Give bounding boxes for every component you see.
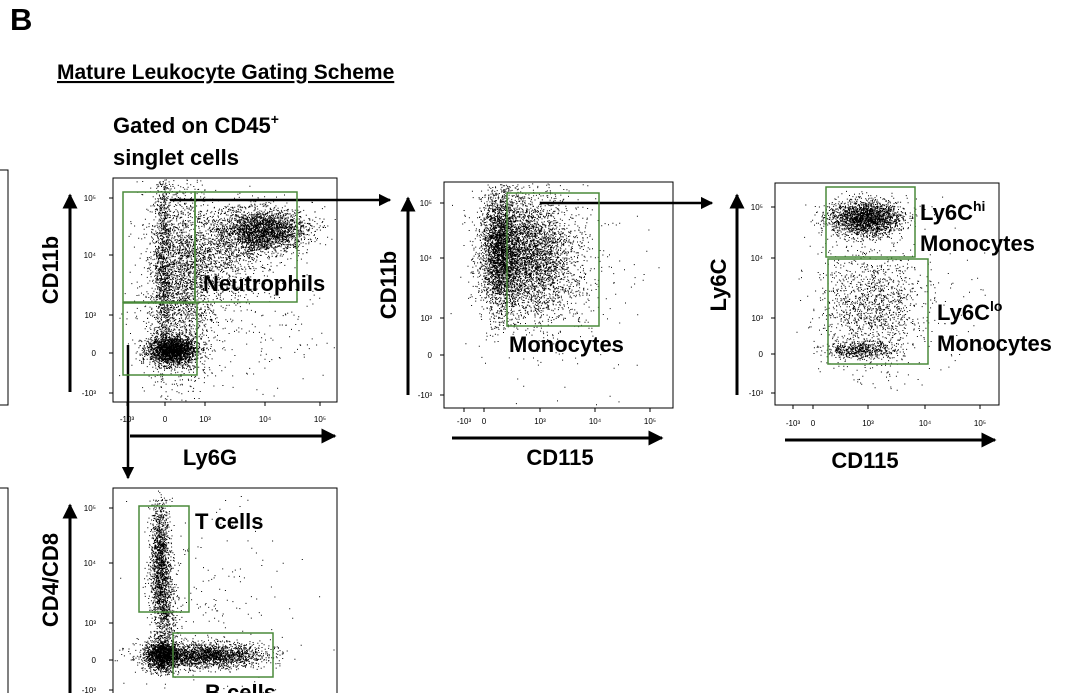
gate-label-text: T cells xyxy=(195,509,263,534)
plot-frame xyxy=(774,182,1000,406)
gate-label: Monocytes xyxy=(509,332,624,357)
x-tick-label: 10⁴ xyxy=(919,419,932,428)
x-axis-label: Ly6G xyxy=(183,445,237,470)
y-tick-label: 10⁵ xyxy=(420,199,432,208)
gate xyxy=(172,632,274,678)
y-tick-label: 10⁵ xyxy=(84,194,96,203)
gate xyxy=(506,192,600,327)
title: Mature Leukocyte Gating Scheme xyxy=(57,61,394,84)
x-tick-label: 10⁵ xyxy=(314,415,326,424)
y-tick-label: 0 xyxy=(428,351,433,360)
x-tick-label: 0 xyxy=(811,419,816,428)
gate xyxy=(138,505,190,613)
x-tick-label: -10³ xyxy=(457,417,472,426)
y-tick-label: 0 xyxy=(92,349,97,358)
plot-frame xyxy=(112,487,338,693)
y-tick-label: 10³ xyxy=(84,619,96,628)
gate-note: Gated on CD45+ xyxy=(113,111,279,138)
gate-label-line2: Monocytes xyxy=(920,231,1035,256)
gate-label: B cells xyxy=(205,680,276,693)
gate-label-line2: Monocytes xyxy=(937,331,1052,356)
y-tick-label: 0 xyxy=(759,350,764,359)
gate xyxy=(825,186,916,258)
y-tick-label: 10⁴ xyxy=(420,254,433,263)
gate-label-sup: lo xyxy=(990,298,1002,314)
x-tick-label: -10³ xyxy=(120,415,135,424)
flow-plot: 10⁵ 10⁴ 10³ 0 -10³ -10³ 0 10³ 10⁴ 10⁵ Ly6C CD115 Ly6… xyxy=(706,182,1052,473)
plot-frame xyxy=(112,177,338,403)
cropped-panel-edge xyxy=(0,169,9,693)
flow-plot: 10⁵ 10⁴ 10³ 0 -10³ -10³ 0 10³ 10⁴ 10⁵ CD11b Ly6G Neu… xyxy=(38,177,338,470)
y-tick-label: -10³ xyxy=(418,391,433,400)
gate-note-line2: singlet cells xyxy=(113,145,239,170)
gate-label: Ly6Chi xyxy=(920,198,985,225)
y-axis-label: Ly6C xyxy=(706,258,731,311)
panel-label: B xyxy=(10,2,32,37)
x-axis-label: CD115 xyxy=(526,445,593,470)
y-tick-label: -10³ xyxy=(82,389,97,398)
x-tick-label: 10⁵ xyxy=(974,419,986,428)
x-tick-label: -10³ xyxy=(786,419,801,428)
y-tick-label: 10⁵ xyxy=(84,504,96,513)
gate-label-text: Monocytes xyxy=(509,332,624,357)
x-tick-label: 10³ xyxy=(199,415,211,424)
y-axis-label: CD11b xyxy=(38,236,63,304)
y-tick-label: 10³ xyxy=(751,314,763,323)
y-tick-label: -10³ xyxy=(82,686,97,693)
gate xyxy=(122,302,198,376)
y-tick-label: 10⁴ xyxy=(751,254,764,263)
gate-label-text: Ly6C xyxy=(937,300,990,325)
y-tick-label: 10⁵ xyxy=(751,203,763,212)
flow-plot: 10⁵ 10⁴ 10³ 0 -10³ CD4/CD8 T cells B cells xyxy=(38,487,338,693)
x-tick-label: 10⁴ xyxy=(259,415,272,424)
gate-label-sup: hi xyxy=(973,198,985,214)
gate-label-text: B cells xyxy=(205,680,276,693)
y-axis-label: CD4/CD8 xyxy=(38,533,63,627)
x-tick-label: 10⁵ xyxy=(644,417,656,426)
y-tick-label: 10⁴ xyxy=(84,559,97,568)
y-tick-label: 10⁴ xyxy=(84,251,97,260)
events xyxy=(119,179,336,402)
events xyxy=(796,190,986,391)
gate-label-text: Neutrophils xyxy=(203,271,325,296)
x-tick-label: 10³ xyxy=(862,419,874,428)
gate xyxy=(827,258,929,365)
plot-frame xyxy=(443,181,674,409)
y-axis-label: CD11b xyxy=(376,251,401,319)
x-axis-label: CD115 xyxy=(831,448,898,473)
gate-label: T cells xyxy=(195,509,263,534)
gate-note-sup: + xyxy=(271,111,279,127)
gate-label-text: Ly6C xyxy=(920,200,973,225)
x-tick-label: 10⁴ xyxy=(589,417,602,426)
y-tick-label: 10³ xyxy=(84,311,96,320)
gate xyxy=(194,191,298,303)
x-tick-label: 0 xyxy=(163,415,168,424)
x-tick-label: 0 xyxy=(482,417,487,426)
gate-note-text: Gated on CD45 xyxy=(113,113,271,138)
gate-label: Neutrophils xyxy=(203,271,325,296)
gate-label: Ly6Clo xyxy=(937,298,1002,325)
flow-plot: 10⁵ 10⁴ 10³ 0 -10³ -10³ 0 10³ 10⁴ 10⁵ CD11b CD115 Mo… xyxy=(376,181,674,470)
x-tick-label: 10³ xyxy=(534,417,546,426)
y-tick-label: 10³ xyxy=(420,314,432,323)
events xyxy=(450,183,660,406)
y-tick-label: -10³ xyxy=(749,389,764,398)
y-tick-label: 0 xyxy=(92,656,97,665)
events xyxy=(114,490,335,693)
